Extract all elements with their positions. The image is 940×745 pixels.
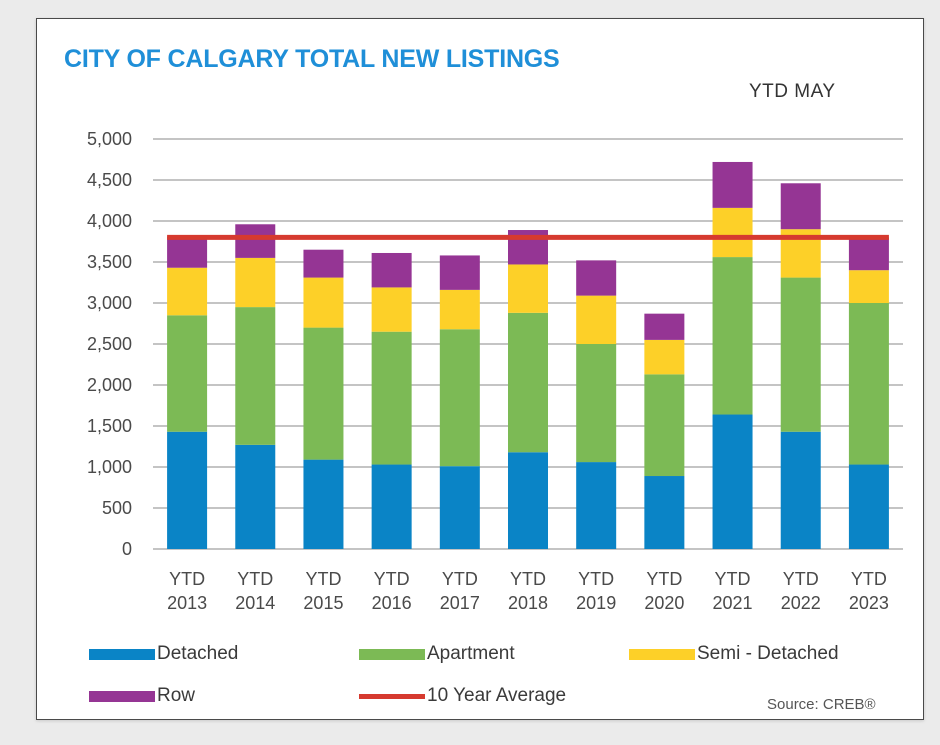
bar-segment-apartment [848, 303, 889, 465]
bar-segment-row [439, 255, 480, 290]
bar-segment-detached [371, 464, 412, 549]
x-tick-label: YTD [374, 569, 410, 589]
legend-swatch-10-year-average [359, 693, 425, 699]
bar-segment-apartment [780, 277, 821, 432]
x-tick-label: 2020 [644, 593, 684, 613]
legend-label-detached: Detached [157, 643, 239, 664]
x-tick-label: 2014 [235, 593, 275, 613]
bar-segment-semi-detached [848, 270, 889, 303]
y-tick-label: 1,000 [87, 457, 132, 477]
legend-swatch-semi-detached [629, 648, 695, 660]
bar-segment-apartment [371, 331, 412, 465]
bar-segment-semi-detached [712, 207, 753, 258]
x-tick-label: 2022 [781, 593, 821, 613]
bar-segment-semi-detached [576, 295, 617, 344]
x-tick-label: YTD [305, 569, 341, 589]
bar-segment-detached [235, 444, 276, 549]
x-tick-label: 2015 [303, 593, 343, 613]
bar-segment-apartment [644, 374, 685, 477]
legend-label-row: Row [157, 685, 196, 706]
bar-segment-row [235, 224, 276, 258]
bar-segment-row [371, 252, 412, 288]
x-tick-label: YTD [851, 569, 887, 589]
bar-segment-apartment [303, 327, 344, 460]
y-tick-label: 4,500 [87, 170, 132, 190]
bar-segment-detached [303, 459, 344, 549]
bar-segment-apartment [576, 344, 617, 463]
legend-item-10-year-average: 10 Year Average [359, 684, 566, 708]
bar-segment-row [780, 183, 821, 230]
legend-label-10-year-average: 10 Year Average [427, 685, 567, 706]
bar-segment-row [576, 260, 617, 296]
x-tick-label: YTD [510, 569, 546, 589]
x-tick-label: YTD [169, 569, 205, 589]
y-tick-label: 3,500 [87, 252, 132, 272]
bar-segment-semi-detached [303, 277, 344, 328]
legend-label-apartment: Apartment [427, 643, 515, 664]
chart-subtitle: YTD MAY [749, 81, 836, 102]
bar-segment-apartment [439, 329, 480, 467]
chart-card: CITY OF CALGARY TOTAL NEW LISTINGS YTD M… [36, 18, 924, 720]
bar-segment-row [848, 237, 889, 271]
bar-segment-semi-detached [508, 264, 548, 313]
bar-segment-detached [848, 464, 889, 549]
bar-segment-detached [644, 476, 685, 549]
y-tick-label: 500 [102, 498, 132, 518]
legend-item-apartment: Apartment [359, 642, 515, 666]
bar-segment-semi-detached [167, 267, 208, 316]
bar-segment-apartment [167, 315, 208, 432]
bar-segment-detached [439, 466, 480, 549]
source-note: Source: CREB® [767, 696, 876, 713]
x-tick-label: 2018 [508, 593, 548, 613]
bar-segment-row [167, 236, 208, 268]
y-tick-label: 5,000 [87, 129, 132, 149]
x-tick-label: YTD [783, 569, 819, 589]
y-tick-label: 4,000 [87, 211, 132, 231]
y-tick-label: 3,000 [87, 293, 132, 313]
y-tick-label: 2,500 [87, 334, 132, 354]
bar-segment-detached [712, 414, 753, 549]
y-tick-label: 2,000 [87, 375, 132, 395]
legend-label-semi-detached: Semi - Detached [697, 643, 839, 664]
legend-item-row: Row [89, 684, 195, 708]
bar-segment-detached [780, 431, 821, 549]
y-tick-label: 0 [122, 539, 132, 559]
bar-segment-semi-detached [439, 289, 480, 330]
legend-swatch-apartment [359, 648, 425, 660]
y-tick-label: 1,500 [87, 416, 132, 436]
bar-segment-semi-detached [644, 339, 685, 375]
bar-segment-semi-detached [371, 287, 412, 332]
bar-segment-semi-detached [235, 257, 276, 308]
x-tick-label: YTD [578, 569, 614, 589]
chart-title: CITY OF CALGARY TOTAL NEW LISTINGS [64, 45, 560, 73]
bar-segment-detached [576, 462, 617, 549]
bar-segment-apartment [235, 307, 276, 445]
bar-segment-row [712, 161, 753, 208]
x-tick-label: 2021 [713, 593, 753, 613]
bar-segment-apartment [712, 257, 753, 415]
x-tick-label: YTD [442, 569, 478, 589]
bar-segment-detached [508, 452, 548, 549]
x-tick-label: YTD [237, 569, 273, 589]
x-tick-label: 2023 [849, 593, 889, 613]
x-tick-label: 2013 [167, 593, 207, 613]
bar-segment-apartment [508, 312, 548, 453]
legend-item-detached: Detached [89, 642, 238, 666]
x-tick-label: YTD [715, 569, 751, 589]
x-tick-label: 2019 [576, 593, 616, 613]
bar-segment-row [303, 249, 344, 278]
legend-swatch-detached [89, 648, 155, 660]
x-tick-label: 2017 [440, 593, 480, 613]
bar-segment-detached [167, 431, 208, 549]
x-tick-label: 2016 [372, 593, 412, 613]
legend-swatch-row [89, 690, 155, 702]
stacked-bar-chart: 0 500 1,000 1,500 2,000 2,500 3,000 3,500 4,000 4… [87, 129, 903, 613]
legend-item-semi-detached: Semi - Detached [629, 642, 839, 666]
x-tick-label: YTD [646, 569, 682, 589]
bar-segment-row [644, 313, 685, 340]
